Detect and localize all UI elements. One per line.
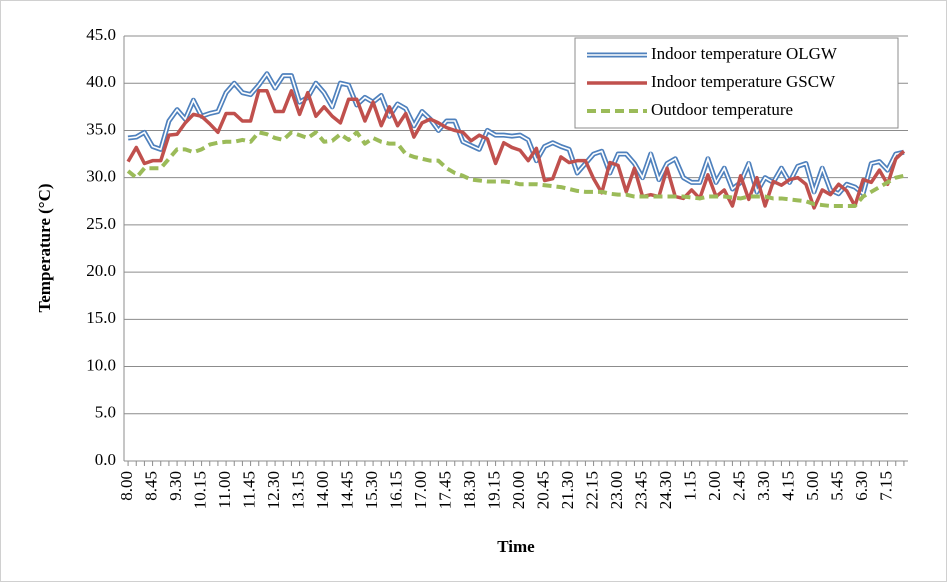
x-tick-label: 11.00 — [215, 471, 234, 509]
x-tick-label: 24.30 — [656, 471, 675, 509]
x-tick-label: 13.15 — [288, 471, 307, 509]
x-tick-label: 5.00 — [803, 471, 822, 501]
x-tick-label: 12.30 — [264, 471, 283, 509]
x-tick-label: 6.30 — [852, 471, 871, 501]
y-tick-label: 10.0 — [86, 355, 116, 374]
x-tick-label: 14.00 — [313, 471, 332, 509]
x-tick-label: 17.00 — [411, 471, 430, 509]
x-tick-label: 23.00 — [607, 471, 626, 509]
x-tick-label: 2.00 — [705, 471, 724, 501]
x-tick-label: 21.30 — [558, 471, 577, 509]
x-tick-label: 11.45 — [239, 471, 258, 509]
y-tick-label: 30.0 — [86, 167, 116, 186]
x-tick-label: 20.00 — [509, 471, 528, 509]
y-tick-label: 15.0 — [86, 308, 116, 327]
x-axis-title: Time — [497, 537, 535, 556]
y-tick-label: 40.0 — [86, 72, 116, 91]
series-line — [126, 89, 906, 210]
x-tick-label: 3.30 — [754, 471, 773, 501]
legend-label: Indoor temperature GSCW — [651, 72, 836, 91]
x-tick-label: 1.15 — [680, 471, 699, 501]
x-tick-label: 19.15 — [484, 471, 503, 509]
y-tick-label: 0.0 — [95, 450, 116, 469]
series-line — [126, 130, 905, 208]
x-tick-label: 16.15 — [386, 471, 405, 509]
x-tick-label: 9.30 — [166, 471, 185, 501]
x-tick-label: 15.30 — [362, 471, 381, 509]
x-tick-label: 2.45 — [729, 471, 748, 501]
legend-label: Outdoor temperature — [651, 100, 793, 119]
x-tick-label: 17.45 — [435, 471, 454, 509]
x-tick-label: 4.15 — [778, 471, 797, 501]
x-tick-label: 20.45 — [533, 471, 552, 509]
x-tick-label: 23.45 — [631, 471, 650, 509]
y-tick-label: 20.0 — [86, 261, 116, 280]
x-tick-label: 22.15 — [582, 471, 601, 509]
y-tick-label: 45.0 — [86, 25, 116, 44]
x-tick-label: 5.45 — [827, 471, 846, 501]
x-tick-label: 8.00 — [117, 471, 136, 501]
y-tick-label: 5.0 — [95, 403, 116, 422]
x-tick-label: 18.30 — [460, 471, 479, 509]
y-tick-label: 35.0 — [86, 119, 116, 138]
x-tick-label: 14.45 — [337, 471, 356, 509]
y-axis-title: Temperature (°C) — [35, 183, 54, 312]
x-tick-label: 7.15 — [876, 471, 895, 501]
y-tick-label: 25.0 — [86, 214, 116, 233]
x-tick-label: 8.45 — [141, 471, 160, 501]
legend-label: Indoor temperature OLGW — [651, 44, 838, 63]
series-line-inner — [127, 72, 905, 196]
x-tick-label: 10.15 — [190, 471, 209, 509]
